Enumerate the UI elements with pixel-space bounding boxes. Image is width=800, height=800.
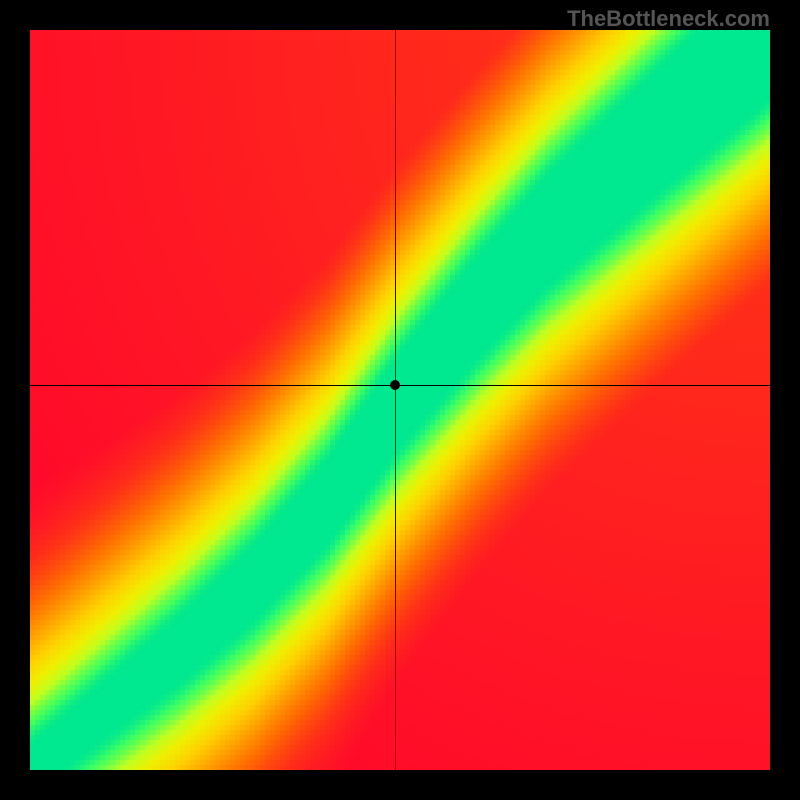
heatmap-canvas bbox=[30, 30, 770, 770]
crosshair-horizontal bbox=[30, 385, 770, 386]
chart-container: TheBottleneck.com bbox=[0, 0, 800, 800]
crosshair-vertical bbox=[395, 30, 396, 770]
watermark-text: TheBottleneck.com bbox=[567, 6, 770, 32]
crosshair-dot bbox=[390, 380, 400, 390]
plot-area bbox=[30, 30, 770, 770]
